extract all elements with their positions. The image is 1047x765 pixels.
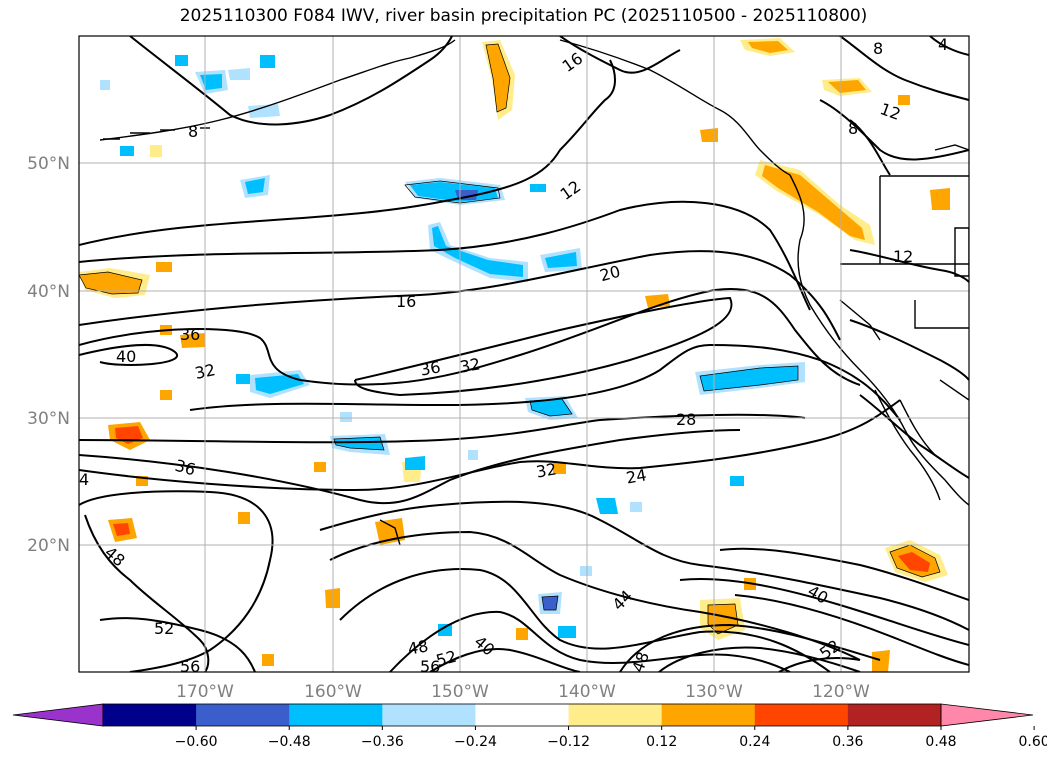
lon-label-150w: 150°W: [431, 682, 489, 702]
lon-label-120w: 120°W: [812, 682, 870, 702]
colorbar-swatch: [103, 704, 197, 726]
colorbar-tick-label: 0.36: [832, 734, 863, 750]
contour-label: 32: [193, 360, 217, 383]
contour-label: 12: [893, 247, 913, 266]
colorbar-swatch: [289, 704, 383, 726]
lat-label-50n: 50°N: [27, 154, 70, 174]
contour-label: 8: [873, 39, 883, 58]
contour-label: 36: [419, 357, 442, 379]
lat-label-20n: 20°N: [27, 536, 70, 556]
lon-label-170w: 170°W: [176, 682, 234, 702]
colorbar-swatch: [754, 704, 849, 726]
colorbar-tick-label: −0.36: [361, 734, 404, 750]
contour-label: 48: [628, 649, 653, 675]
colorbar-swatch: [196, 704, 290, 726]
colorbar-frame: [102, 703, 942, 727]
contour-label: 24: [625, 465, 648, 487]
contour-label: 28: [676, 410, 696, 429]
latitude-labels: 50°N 40°N 30°N 20°N: [27, 154, 70, 556]
contour-label: 56: [420, 657, 440, 676]
contour-label: 32: [458, 354, 481, 376]
coastlines: [99, 39, 969, 546]
colorbar-swatch: [661, 704, 756, 726]
colorbar-tick-label: −0.48: [268, 734, 311, 750]
plot-frame: [78, 35, 970, 673]
colorbar-tick-label: −0.24: [454, 734, 497, 750]
lon-label-160w: 160°W: [304, 682, 362, 702]
colorbar-extend-high: [940, 703, 1034, 727]
lon-label-140w: 140°W: [558, 682, 616, 702]
precip-positive-patches: [79, 38, 950, 672]
contour-label: 4: [79, 470, 89, 489]
colorbar-tick-label: 0.48: [925, 734, 956, 750]
colorbar-tick-label: −0.12: [547, 734, 590, 750]
colorbar-swatch: [847, 704, 942, 726]
contour-label: 8: [188, 122, 198, 141]
colorbar-swatch: [475, 704, 570, 726]
contour-label: 40: [116, 347, 136, 366]
map-title: 2025110300 F084 IWV, river basin precipi…: [179, 6, 868, 26]
contour-label: 56: [180, 657, 200, 676]
lat-label-30n: 30°N: [27, 409, 70, 429]
iwv-contours: [79, 36, 969, 672]
contour-label: 52: [434, 647, 459, 671]
contour-label: 16: [396, 292, 416, 311]
colorbar-swatch: [382, 704, 476, 726]
contour-label: 20: [598, 262, 623, 286]
lat-label-40n: 40°N: [27, 282, 70, 302]
colorbar-extend-low: [12, 703, 104, 727]
precip-negative-patches: [100, 55, 805, 638]
colorbar-tick-label: 0.24: [739, 734, 770, 750]
contour-label: 52: [154, 619, 174, 638]
contour-label: 36: [180, 325, 200, 344]
graticule: [79, 36, 969, 672]
colorbar-tick-label: −0.60: [175, 734, 218, 750]
contour-label: 32: [535, 459, 558, 481]
contour-labels: 16 8 4 12 8 8 12 12 20 16 36 40 32 36 32…: [79, 35, 948, 676]
lon-label-130w: 130°W: [685, 682, 743, 702]
contour-label: 48: [406, 636, 429, 658]
longitude-labels: 170°W 160°W 150°W 140°W 130°W 120°W: [176, 682, 870, 702]
contour-label: 4: [938, 35, 948, 54]
contour-label: 8: [848, 119, 858, 138]
colorbar: −0.60 −0.48 −0.36 −0.24 −0.12 0.12 0.24 0.36 0.4…: [12, 703, 1047, 750]
contour-label: 36: [173, 456, 198, 480]
colorbar-tick-label: 0.60: [1019, 734, 1047, 750]
colorbar-swatch: [568, 704, 663, 726]
colorbar-tick-label: 0.12: [646, 734, 677, 750]
plot-area: 16 8 4 12 8 8 12 12 20 16 36 40 32 36 32…: [79, 35, 969, 676]
